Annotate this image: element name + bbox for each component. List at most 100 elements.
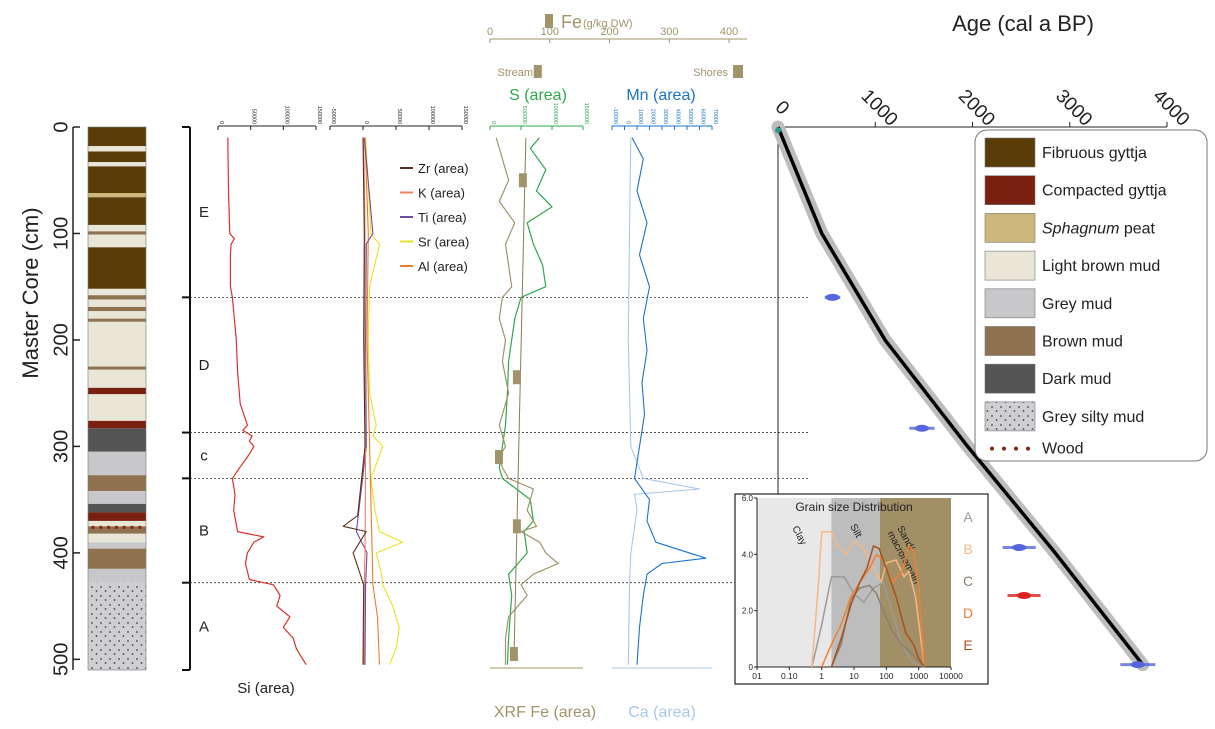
legend-label: Brown mud <box>1042 334 1123 351</box>
s-axis-title: S (area) <box>509 87 567 104</box>
inset-y-tick-label: 4.0 <box>742 550 754 559</box>
legend-swatch <box>984 213 1036 243</box>
element-curve-sr <box>365 137 404 665</box>
fe-sample-marker <box>512 519 521 534</box>
core-y-tick-label: 300 <box>50 430 72 463</box>
legend-label-text: Wood <box>1042 441 1084 458</box>
wood-marker <box>138 525 142 529</box>
core-layer <box>88 542 146 549</box>
age-tick-label: 2000 <box>954 86 999 131</box>
fe-sample-marker <box>494 450 503 465</box>
fe-sample-marker <box>518 173 527 188</box>
fe-fit-line <box>513 137 527 660</box>
age-tick-label: 0 <box>771 97 793 119</box>
wood-marker <box>114 525 118 529</box>
core-layer <box>88 295 146 300</box>
inset-x-tick-label: 1000 <box>909 671 928 681</box>
inset-x-tick-label: 1 <box>819 671 824 681</box>
inset-title: Grain size Distribution <box>795 500 912 514</box>
legend-label-text: Compacted gyttja <box>1042 183 1167 200</box>
legend-label: Wood <box>1042 441 1084 458</box>
legend-label: Light brown mud <box>1042 258 1160 275</box>
mn-curve <box>631 137 707 665</box>
fe-shores-marker <box>733 65 744 78</box>
ca-axis-label: Ca (area) <box>628 704 696 721</box>
legend-label: Dark mud <box>1042 371 1111 388</box>
element-legend-label: Sr (area) <box>418 235 469 250</box>
core-layer <box>88 321 146 367</box>
age-date-marker <box>914 424 929 432</box>
core-layer <box>88 146 146 152</box>
si-tick-label: 50000 <box>251 109 257 124</box>
core-layer <box>88 299 146 307</box>
grain-legend-b: B <box>963 541 972 557</box>
si-axis-label: Si (area) <box>237 680 295 697</box>
grain-curve-e <box>830 545 926 668</box>
core-layer <box>88 231 146 235</box>
elements-tick-label: 150000 <box>462 106 468 124</box>
core-layer <box>88 151 146 163</box>
s-tick-label: 1500000 <box>583 103 589 124</box>
inset-y-tick-label: 2.0 <box>742 607 754 616</box>
core-y-ticks: 0 100 200 300 400 500 <box>50 121 80 676</box>
core-layer <box>88 428 146 452</box>
elements-tick-label: 0 <box>363 121 369 124</box>
grain-curve-c <box>830 584 925 668</box>
core-layer <box>88 548 146 569</box>
age-date-marker <box>1017 591 1032 599</box>
fe-tick-label: 200 <box>600 26 618 38</box>
fe-sample-marker <box>512 370 521 385</box>
wood-marker <box>130 525 134 529</box>
grain-legend-d: D <box>963 605 973 621</box>
wood-marker <box>99 525 103 529</box>
core-layer <box>88 533 146 543</box>
core-layer <box>88 526 146 534</box>
fe-shores-label: Shores <box>693 67 728 79</box>
element-curve-al <box>364 137 381 665</box>
core-layer <box>88 582 146 670</box>
core-y-tick-label: 500 <box>50 643 72 676</box>
legend-label: Compacted gyttja <box>1042 183 1167 200</box>
fe-top-axis: Fe (g/kg DW) Stream Shores <box>498 12 744 79</box>
xrf-fe-axis-label: XRF Fe (area) <box>494 704 596 721</box>
unit-boundary-lines <box>190 296 808 584</box>
mn-tick-label: 0 <box>625 121 631 124</box>
grain-curve-a <box>811 576 925 668</box>
legend-label-text: Fibruous gyttja <box>1042 145 1147 162</box>
si-tick-label: 0 <box>218 121 224 124</box>
inset-x-tick-label: 100 <box>879 671 893 681</box>
grain-curve-d <box>821 545 926 668</box>
fe-tick-label: 100 <box>541 26 559 38</box>
unit-label-b: B <box>199 523 209 540</box>
mn-axis-title: Mn (area) <box>626 87 695 104</box>
element-curve-ti <box>355 137 374 665</box>
mn-tick-label: 40000 <box>675 109 681 124</box>
xrf-fe-curve <box>495 137 559 665</box>
mn-tick-label: 50000 <box>687 109 693 124</box>
core-layer <box>88 369 146 388</box>
clay-zone <box>757 498 832 667</box>
legend-swatch <box>984 288 1036 319</box>
core-column-panel: Master Core (cm) 0 100 200 300 400 500 E Dc B A <box>18 121 210 676</box>
core-layer <box>88 127 146 147</box>
core-axis-title: Master Core (cm) <box>18 207 43 378</box>
mn-tick-label: -10000 <box>612 107 618 124</box>
core-y-tick-label: 0 <box>50 121 72 132</box>
legend-label: Sphagnum peat <box>1042 220 1156 237</box>
si-tick-label: 100000 <box>283 106 289 124</box>
element-legend-label: Al (area) <box>418 259 468 274</box>
age-surface-marker <box>775 127 781 134</box>
core-layer <box>88 451 146 476</box>
elements-panel: -50000 0 50000 100000 150000 Zr (area) K (area… <box>329 106 469 665</box>
legend-wood-marker <box>990 446 994 451</box>
legend-label-text: Sphagnum <box>1042 220 1119 237</box>
core-layer <box>88 197 146 225</box>
elements-tick-label: -50000 <box>330 107 336 124</box>
mn-tick-label: 60000 <box>700 109 706 124</box>
unit-label-e: E <box>199 204 209 221</box>
mn-ca-panel: Mn (area) Ca (area) -10000 0 10000 20000 300… <box>611 87 718 721</box>
core-layer <box>88 224 146 232</box>
legend-wood-marker <box>1026 446 1030 451</box>
core-layer <box>88 420 146 429</box>
